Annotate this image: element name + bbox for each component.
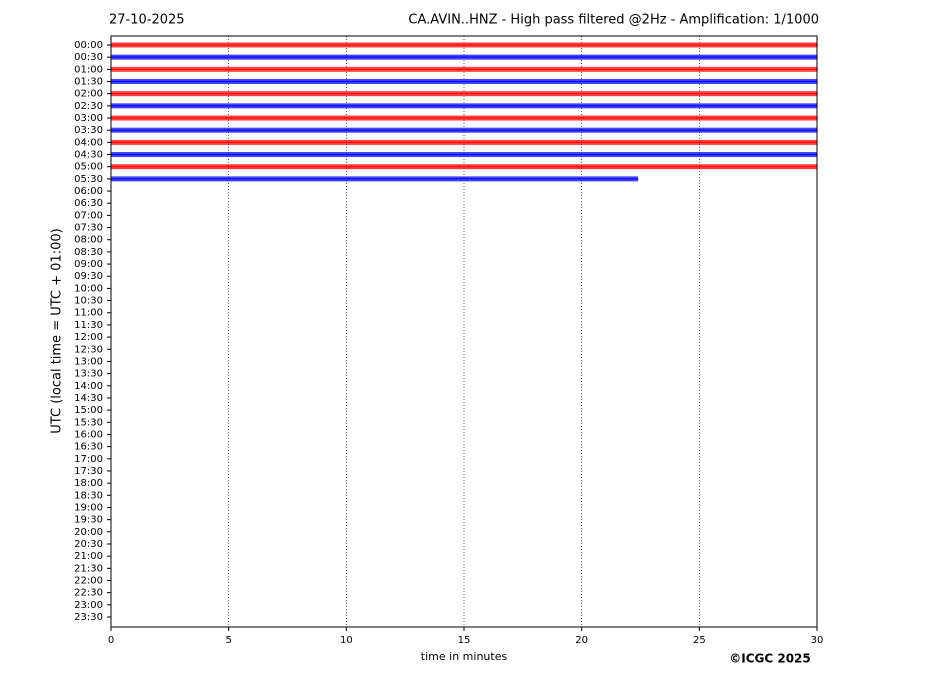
y-tick-label: 20:00 bbox=[74, 527, 103, 538]
y-tick-label: 18:00 bbox=[74, 478, 103, 489]
y-tick-label: 14:00 bbox=[74, 381, 103, 392]
y-tick-label: 15:00 bbox=[74, 405, 103, 416]
y-tick-label: 19:30 bbox=[74, 515, 103, 526]
y-tick-label: 23:30 bbox=[74, 612, 103, 623]
y-tick-label: 00:00 bbox=[74, 40, 103, 51]
x-tick-label: 0 bbox=[108, 635, 114, 646]
y-axis-label: UTC (local time = UTC + 01:00) bbox=[50, 228, 65, 433]
y-tick-label: 20:30 bbox=[74, 539, 103, 550]
chart-date: 27-10-2025 bbox=[109, 13, 185, 28]
y-tick-label: 02:30 bbox=[74, 101, 103, 112]
y-tick-label: 04:00 bbox=[74, 137, 103, 148]
y-tick-label: 10:00 bbox=[74, 283, 103, 294]
y-tick-label: 05:30 bbox=[74, 174, 103, 185]
y-tick-label: 05:00 bbox=[74, 162, 103, 173]
y-tick-label: 16:30 bbox=[74, 442, 103, 453]
y-tick-label: 19:00 bbox=[74, 502, 103, 513]
y-tick-label: 06:30 bbox=[74, 198, 103, 209]
y-tick-label: 01:00 bbox=[74, 64, 103, 75]
x-tick-label: 10 bbox=[340, 635, 353, 646]
y-tick-label: 18:30 bbox=[74, 490, 103, 501]
y-tick-label: 11:00 bbox=[74, 308, 103, 319]
y-tick-label: 21:00 bbox=[74, 551, 103, 562]
y-tick-label: 21:30 bbox=[74, 563, 103, 574]
y-tick-label: 17:30 bbox=[74, 466, 103, 477]
y-tick-label: 13:00 bbox=[74, 356, 103, 367]
x-tick-label: 5 bbox=[225, 635, 231, 646]
y-tick-label: 12:30 bbox=[74, 344, 103, 355]
y-tick-label: 04:30 bbox=[74, 150, 103, 161]
y-tick-label: 09:00 bbox=[74, 259, 103, 270]
y-tick-label: 11:30 bbox=[74, 320, 103, 331]
y-tick-label: 14:30 bbox=[74, 393, 103, 404]
y-tick-label: 17:00 bbox=[74, 454, 103, 465]
y-tick-label: 01:30 bbox=[74, 77, 103, 88]
chart-title: CA.AVIN..HNZ - High pass filtered @2Hz -… bbox=[408, 13, 819, 28]
y-tick-label: 07:30 bbox=[74, 223, 103, 234]
y-tick-label: 10:30 bbox=[74, 296, 103, 307]
copyright: ©ICGC 2025 bbox=[729, 652, 811, 666]
x-axis-label: time in minutes bbox=[421, 650, 508, 663]
y-tick-label: 15:30 bbox=[74, 417, 103, 428]
y-tick-label: 03:30 bbox=[74, 125, 103, 136]
y-tick-label: 23:00 bbox=[74, 600, 103, 611]
y-tick-label: 13:30 bbox=[74, 369, 103, 380]
y-tick-label: 07:00 bbox=[74, 210, 103, 221]
y-tick-label: 03:00 bbox=[74, 113, 103, 124]
y-tick-label: 08:00 bbox=[74, 235, 103, 246]
plot-frame bbox=[110, 35, 818, 628]
y-tick-label: 09:30 bbox=[74, 271, 103, 282]
y-tick-label: 22:30 bbox=[74, 588, 103, 599]
y-tick-label: 08:30 bbox=[74, 247, 103, 258]
y-tick-label: 16:00 bbox=[74, 429, 103, 440]
y-tick-label: 02:00 bbox=[74, 89, 103, 100]
y-tick-label: 06:00 bbox=[74, 186, 103, 197]
y-tick-label: 22:00 bbox=[74, 575, 103, 586]
y-tick-label: 00:30 bbox=[74, 52, 103, 63]
x-tick-label: 20 bbox=[575, 635, 588, 646]
y-tick-label: 12:00 bbox=[74, 332, 103, 343]
x-tick-label: 25 bbox=[693, 635, 706, 646]
x-tick-label: 15 bbox=[458, 635, 471, 646]
x-tick-label: 30 bbox=[811, 635, 824, 646]
